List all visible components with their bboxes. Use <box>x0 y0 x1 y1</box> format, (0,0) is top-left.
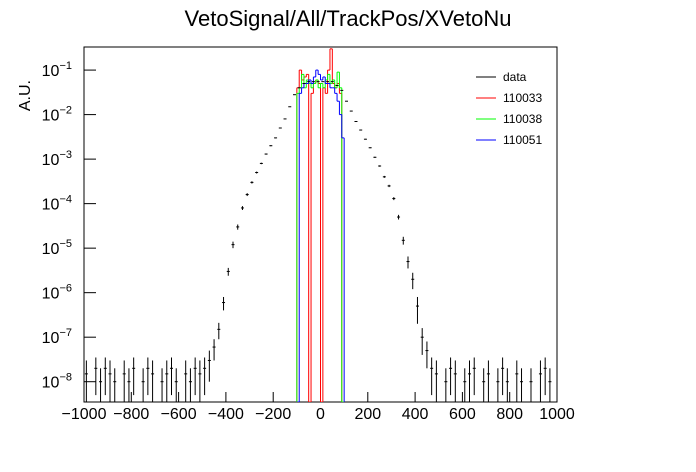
legend-label: 110033 <box>503 91 542 105</box>
x-tick-label: 200 <box>354 406 381 423</box>
x-tick-label: −600 <box>161 406 197 423</box>
chart-title: VetoSignal/All/TrackPos/XVetoNu <box>185 6 512 31</box>
plot-area <box>84 48 552 402</box>
legend-label: 110038 <box>503 112 542 126</box>
x-tick-label: 800 <box>496 406 523 423</box>
x-tick-label: 0 <box>316 406 325 423</box>
x-tick-label: −1000 <box>62 406 107 423</box>
legend-label: data <box>503 70 527 84</box>
x-tick-label: −400 <box>208 406 244 423</box>
x-tick-label: 600 <box>449 406 476 423</box>
x-tick-label: −200 <box>255 406 291 423</box>
y-axis-label: A.U. <box>17 80 34 111</box>
x-tick-label: 1000 <box>539 406 575 423</box>
x-tick-label: −800 <box>113 406 149 423</box>
x-tick-label: 400 <box>402 406 429 423</box>
legend-label: 110051 <box>503 133 542 147</box>
